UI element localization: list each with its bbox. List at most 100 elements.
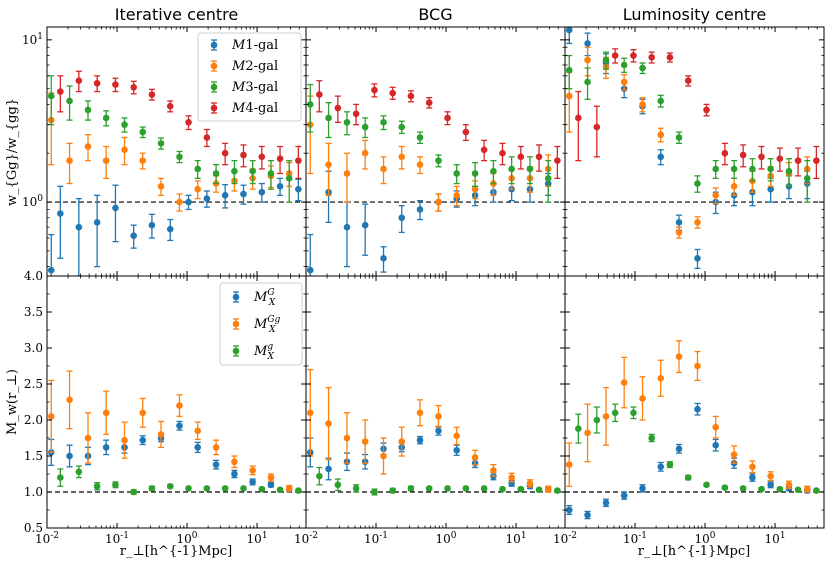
data-point	[325, 161, 332, 168]
data-point	[47, 266, 55, 274]
data-point	[794, 486, 802, 494]
data-point	[258, 485, 266, 493]
data-point	[389, 487, 396, 494]
data-point	[130, 488, 137, 496]
data-point	[648, 434, 655, 442]
data-point	[361, 221, 369, 229]
data-point	[657, 131, 665, 139]
data-point	[565, 27, 573, 34]
data-point	[66, 396, 73, 404]
data-point	[758, 153, 765, 161]
x-tick-exponent: 0	[192, 531, 198, 541]
data-point	[776, 485, 784, 493]
data-point	[480, 485, 488, 492]
legend-box	[197, 32, 302, 122]
data-point	[285, 175, 293, 182]
y-tick-label: 3.0	[24, 341, 43, 355]
data-point	[739, 485, 747, 492]
legend-label: M4-gal	[231, 101, 278, 116]
data-point	[435, 198, 442, 206]
data-point	[565, 66, 573, 74]
y-tick-label: 4.0	[24, 269, 43, 283]
data-point	[611, 52, 619, 59]
data-point	[285, 485, 293, 492]
legend-label-super: G	[267, 288, 274, 298]
data-point	[694, 180, 701, 187]
legend-label-sub: X	[268, 298, 276, 308]
data-point	[93, 219, 101, 226]
data-point	[176, 153, 183, 161]
data-point	[139, 157, 147, 164]
data-point	[666, 54, 674, 61]
data-point	[630, 52, 637, 59]
panel-frame	[305, 26, 566, 277]
data-point	[121, 146, 128, 154]
data-point	[712, 441, 720, 449]
legend-marker	[210, 41, 218, 49]
data-point	[221, 485, 229, 492]
data-point	[75, 223, 83, 231]
data-point	[611, 409, 619, 417]
data-point	[435, 427, 442, 435]
data-point	[703, 106, 710, 114]
data-point	[471, 185, 479, 193]
data-point	[554, 487, 561, 494]
data-point	[639, 101, 646, 108]
data-point	[620, 61, 628, 69]
data-point	[639, 485, 646, 492]
legend-label-base: M	[231, 59, 246, 74]
data-point	[352, 110, 360, 118]
data-point	[416, 134, 424, 141]
data-point	[398, 438, 406, 445]
data-point	[416, 206, 424, 213]
data-point	[93, 482, 101, 490]
data-point	[57, 88, 64, 95]
data-point	[343, 223, 351, 231]
data-point	[334, 104, 342, 112]
data-point	[785, 167, 793, 175]
data-point	[575, 425, 582, 432]
data-point	[565, 461, 573, 468]
data-point	[444, 114, 451, 122]
legend-label-rest: 1-gal	[245, 38, 278, 53]
data-point	[639, 64, 646, 72]
x-tick-exponent: 1	[262, 531, 268, 541]
data-point	[398, 123, 406, 131]
data-point	[657, 374, 665, 382]
legend-label-sub: X	[266, 352, 274, 362]
legend-box	[219, 282, 303, 366]
data-point	[803, 485, 811, 493]
data-point	[584, 40, 591, 47]
y-tick-label: 1.0	[24, 485, 43, 499]
data-point	[240, 485, 247, 492]
data-point	[112, 81, 119, 88]
data-point	[675, 229, 683, 236]
data-point	[371, 488, 378, 496]
data-point	[508, 165, 515, 173]
data-point	[398, 153, 406, 161]
x-axis-label: r_⊥[h^{-1}Mpc]	[120, 544, 232, 559]
data-point	[194, 165, 202, 173]
data-point	[565, 506, 573, 514]
data-point	[316, 472, 323, 480]
data-point	[267, 170, 275, 177]
data-point	[490, 467, 497, 474]
data-point	[361, 438, 369, 445]
data-point	[249, 467, 256, 474]
data-point	[584, 429, 591, 437]
panel-plot-area	[47, 370, 306, 496]
data-point	[453, 192, 461, 199]
data-point	[57, 210, 64, 217]
data-point	[584, 56, 591, 64]
data-point	[730, 183, 738, 190]
data-point	[240, 190, 247, 198]
legend-label: MGg X	[253, 315, 281, 335]
data-point	[102, 409, 110, 417]
data-point	[66, 97, 73, 105]
legend-label-super: Gg	[267, 315, 280, 325]
y-axis-label-bottom: M_w(r_⊥)	[5, 369, 20, 435]
data-point	[84, 106, 92, 114]
data-point	[57, 474, 64, 481]
data-point	[212, 170, 220, 177]
data-point	[371, 86, 378, 94]
